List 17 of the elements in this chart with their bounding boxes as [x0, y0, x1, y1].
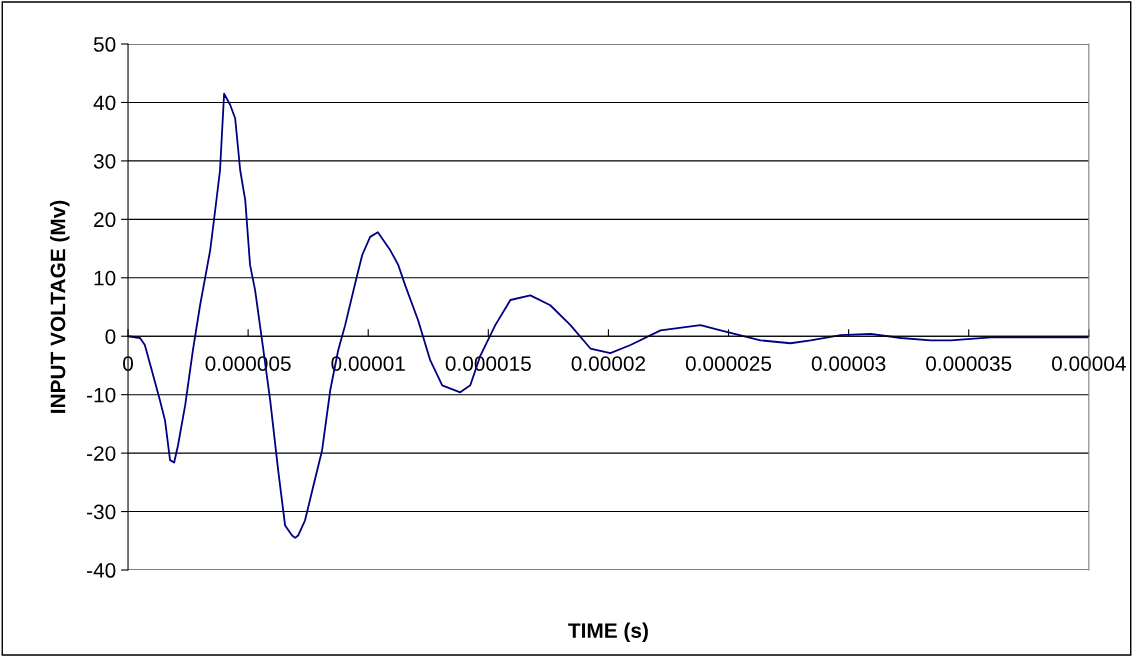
x-tick-label: 0.000025: [685, 356, 772, 371]
y-tick-label: 30: [93, 153, 116, 169]
x-tick-label: 0.000035: [926, 356, 1012, 371]
y-tick-label: -10: [87, 387, 116, 403]
x-tick-label: 0.00002: [571, 356, 646, 371]
x-axis-title: TIME (s): [568, 622, 648, 643]
x-tick-label: 0.00003: [811, 356, 886, 371]
y-tick-label: 10: [94, 270, 116, 286]
y-tick-label: 50: [93, 37, 116, 52]
x-tick-label: 0.00004: [1051, 356, 1126, 371]
y-tick-label: -20: [87, 446, 116, 461]
y-tick-label: -30: [87, 504, 116, 520]
y-axis-title: INPUT VOLTAGE (Mv): [50, 200, 70, 413]
y-tick-label: 20: [94, 212, 116, 228]
y-tick-label: 0: [105, 329, 116, 344]
y-tick-label: 40: [93, 95, 116, 111]
y-tick-label: -40: [87, 563, 116, 578]
